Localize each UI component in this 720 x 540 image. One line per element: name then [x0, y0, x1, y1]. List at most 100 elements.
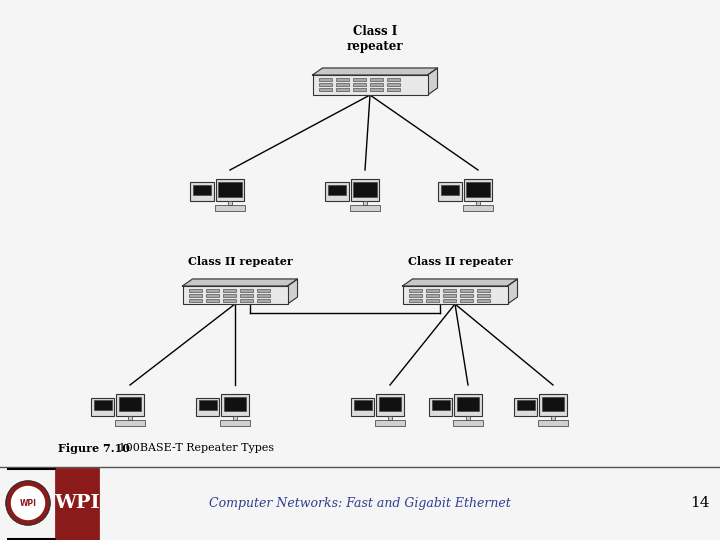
Bar — [193, 185, 211, 195]
Bar — [350, 205, 380, 211]
Text: Figure 7.10: Figure 7.10 — [58, 443, 130, 454]
Bar — [426, 294, 438, 297]
Bar — [443, 289, 456, 292]
Bar — [351, 397, 374, 416]
Bar — [56, 469, 98, 539]
Bar — [443, 294, 456, 297]
Bar — [336, 83, 348, 86]
Bar — [454, 394, 482, 416]
Bar — [240, 289, 253, 292]
Bar — [541, 397, 564, 411]
Bar — [222, 289, 235, 292]
Bar — [353, 78, 366, 81]
Bar — [426, 299, 438, 302]
Bar — [240, 299, 253, 302]
Circle shape — [12, 487, 45, 519]
Bar — [408, 299, 421, 302]
Bar — [189, 294, 202, 297]
Bar — [517, 400, 535, 410]
Bar — [376, 394, 404, 416]
Bar — [408, 289, 421, 292]
Bar — [116, 394, 144, 416]
Bar — [197, 397, 220, 416]
Circle shape — [6, 481, 50, 525]
Bar — [477, 289, 490, 292]
Bar — [222, 294, 235, 297]
Bar — [94, 400, 112, 410]
Bar — [221, 394, 249, 416]
Bar — [379, 397, 402, 411]
Bar — [477, 201, 480, 205]
Bar — [218, 181, 242, 197]
Bar — [215, 179, 245, 201]
Bar — [364, 201, 366, 205]
Bar — [312, 75, 428, 95]
Text: Class I
repeater: Class I repeater — [347, 25, 403, 53]
Polygon shape — [428, 68, 438, 95]
Bar — [402, 286, 508, 304]
Bar — [318, 83, 331, 86]
Text: 14: 14 — [690, 496, 710, 510]
Bar — [459, 299, 472, 302]
Bar — [128, 416, 132, 420]
Bar — [256, 299, 269, 302]
Bar — [220, 420, 250, 426]
Bar — [223, 397, 246, 411]
Bar — [477, 294, 490, 297]
Bar — [408, 294, 421, 297]
Polygon shape — [182, 279, 297, 286]
Bar — [466, 181, 490, 197]
Polygon shape — [312, 68, 438, 75]
Bar — [91, 397, 114, 416]
Bar — [119, 397, 141, 411]
Bar — [199, 400, 217, 410]
Text: Computer Networks: Fast and Gigabit Ethernet: Computer Networks: Fast and Gigabit Ethe… — [209, 496, 511, 510]
Bar — [189, 299, 202, 302]
Text: WPI: WPI — [19, 498, 37, 508]
Bar — [441, 185, 459, 195]
Bar — [426, 289, 438, 292]
Bar — [353, 83, 366, 86]
Bar — [477, 299, 490, 302]
Bar — [463, 205, 493, 211]
Bar — [233, 416, 237, 420]
Text: 100BASE-T Repeater Types: 100BASE-T Repeater Types — [108, 443, 274, 453]
Polygon shape — [287, 279, 297, 304]
Bar — [115, 420, 145, 426]
Bar — [539, 394, 567, 416]
Bar — [515, 397, 537, 416]
Bar — [429, 397, 452, 416]
Bar — [432, 400, 450, 410]
Bar — [336, 78, 348, 81]
Bar — [467, 416, 469, 420]
Bar — [205, 294, 218, 297]
Bar — [351, 179, 379, 201]
Bar — [205, 289, 218, 292]
Polygon shape — [402, 279, 518, 286]
Bar — [539, 420, 568, 426]
Bar — [182, 286, 287, 304]
Bar — [454, 420, 482, 426]
Bar — [459, 289, 472, 292]
Bar — [464, 179, 492, 201]
Bar — [388, 416, 392, 420]
Bar — [387, 88, 400, 91]
Bar — [369, 78, 382, 81]
Bar — [190, 183, 214, 201]
Bar — [353, 181, 377, 197]
Bar — [205, 299, 218, 302]
Bar — [456, 397, 480, 411]
Bar — [438, 183, 462, 201]
Bar — [328, 185, 346, 195]
Bar — [189, 289, 202, 292]
Bar — [369, 88, 382, 91]
Text: Class II repeater: Class II repeater — [408, 256, 513, 267]
Bar — [375, 420, 405, 426]
Bar — [318, 78, 331, 81]
Bar — [387, 78, 400, 81]
Bar — [552, 416, 554, 420]
Bar — [325, 183, 349, 201]
Bar — [215, 205, 246, 211]
Bar — [353, 88, 366, 91]
Text: WPI: WPI — [54, 494, 100, 512]
